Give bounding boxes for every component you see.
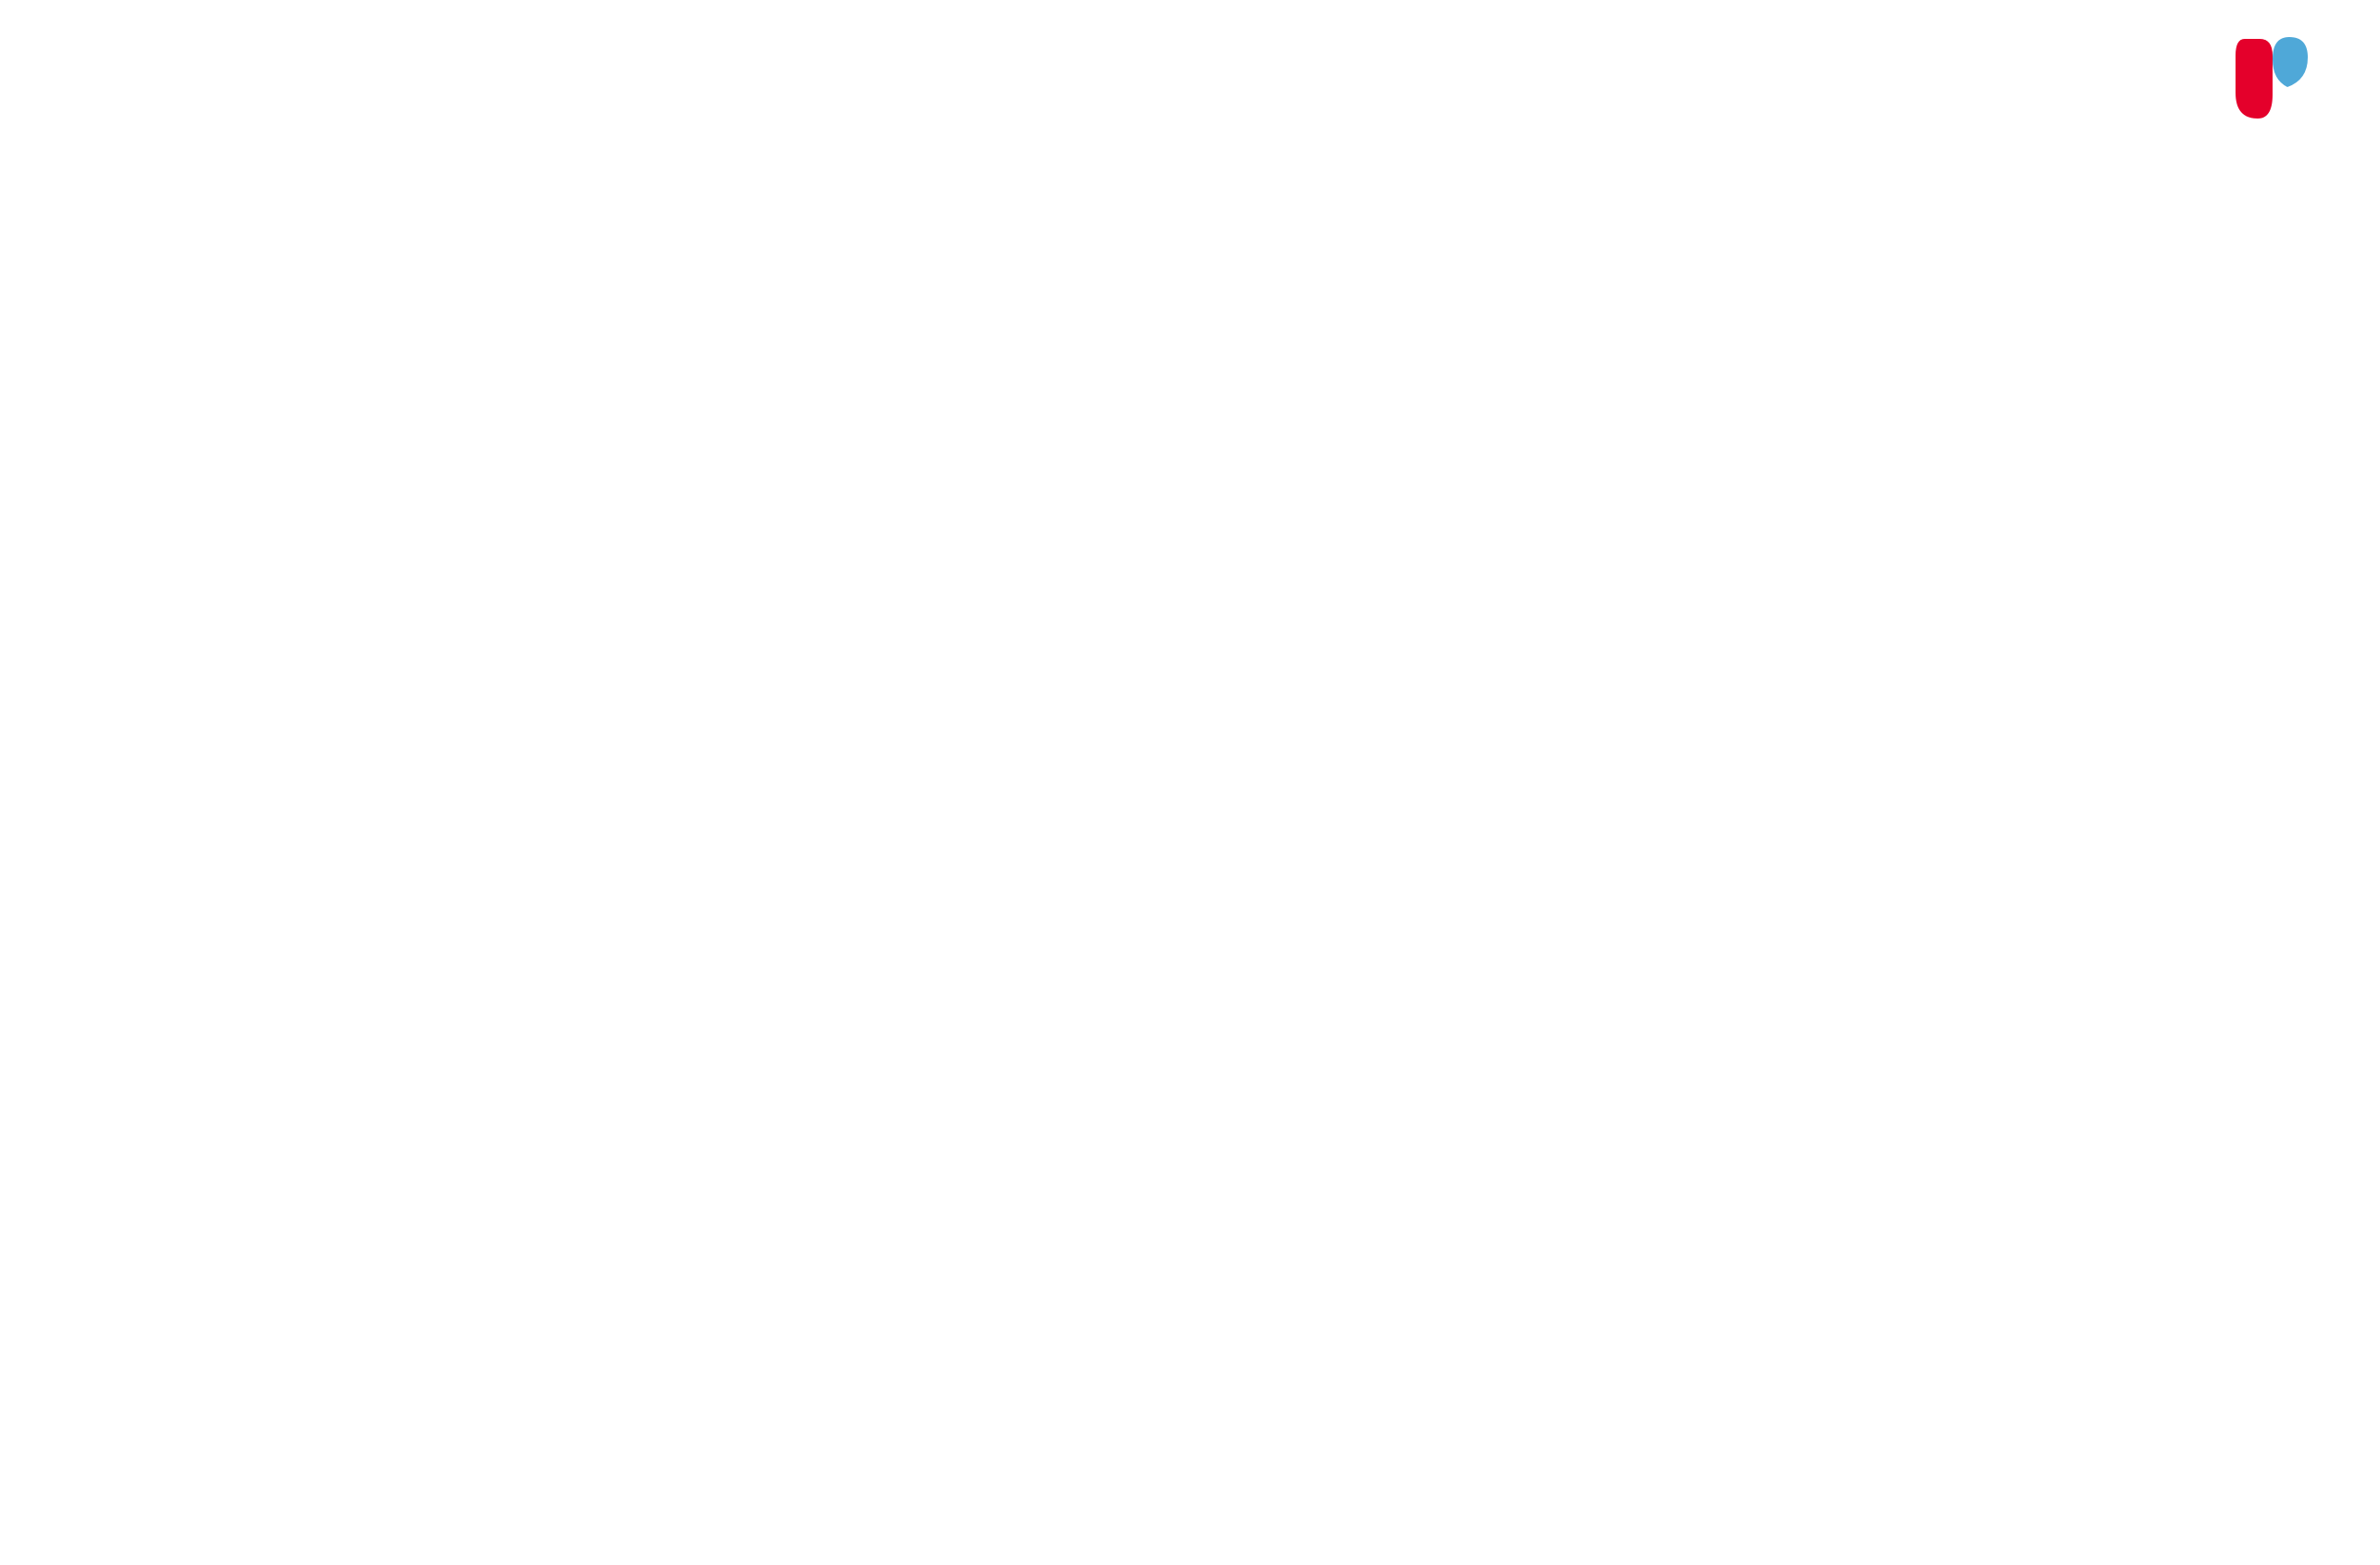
logo-mark-icon (2228, 28, 2311, 130)
chart-area (56, 241, 2324, 1380)
chart-title (56, 28, 1722, 83)
header (56, 28, 2324, 83)
logo (2228, 28, 2324, 130)
line-chart (56, 241, 333, 380)
page (0, 0, 2380, 1565)
